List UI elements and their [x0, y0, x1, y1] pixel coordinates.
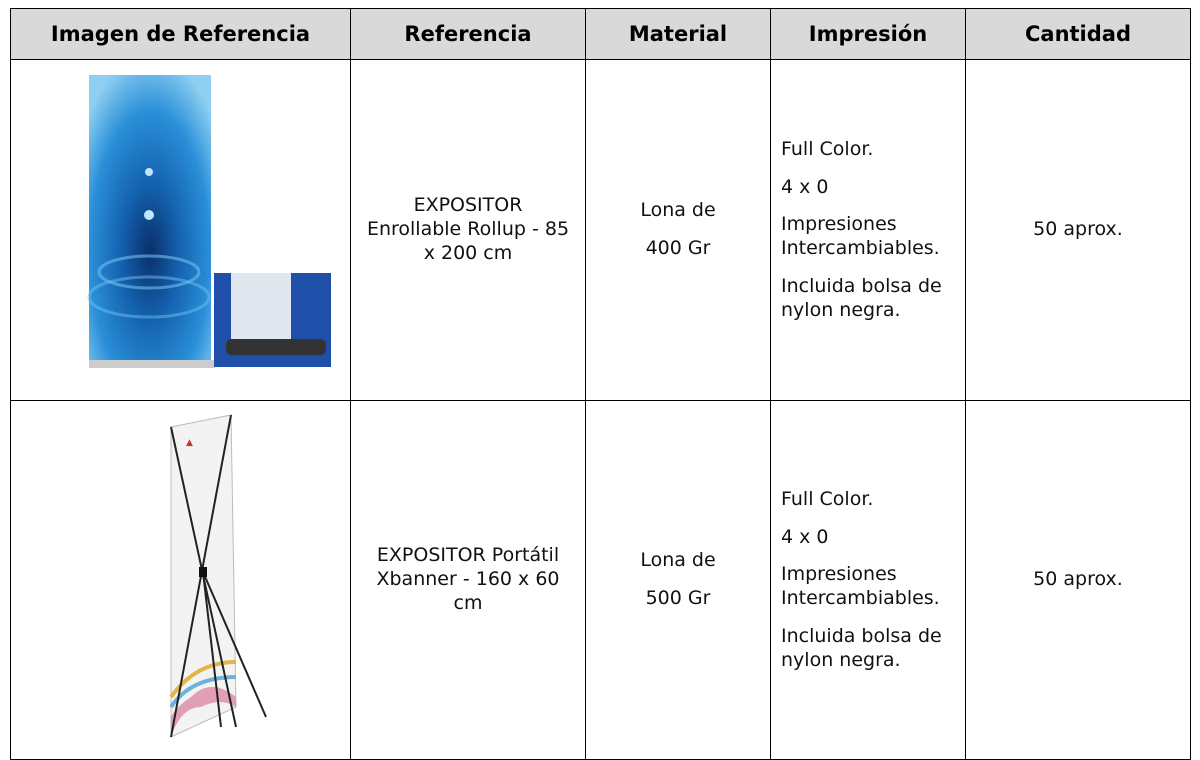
image-cell: [10, 59, 351, 401]
banner-logo: ▲: [186, 438, 193, 448]
header-cell: Impresión: [770, 8, 966, 60]
printing-line: 4 x 0: [781, 175, 829, 198]
printing-line: Incluida bolsa de nylon negra.: [781, 274, 942, 321]
material-line: 500 Gr: [645, 587, 711, 609]
header-row: Imagen de Referencia Referencia Material…: [10, 8, 1191, 60]
row: EXPOSITOR Enrollable Rollup - 85 x 200 c…: [10, 59, 1191, 401]
printing-cell: Full Color. 4 x 0 Impresiones Intercambi…: [770, 59, 966, 401]
product-table: Imagen de Referencia Referencia Material…: [10, 8, 1191, 760]
printing-line: Full Color.: [781, 137, 874, 160]
printing-line: Full Color.: [781, 487, 874, 510]
material-cell: Lona de 400 Gr: [585, 59, 771, 401]
printing-cell: Full Color. 4 x 0 Impresiones Intercambi…: [770, 400, 966, 760]
row: ▲ EXPOSITOR Portátil Xbanner - 160 x 60 …: [10, 400, 1191, 760]
material-cell: Lona de 500 Gr: [585, 400, 771, 760]
header-cell: Cantidad: [965, 8, 1191, 60]
reference-cell: EXPOSITOR Enrollable Rollup - 85 x 200 c…: [350, 59, 586, 401]
material-line: Lona de: [640, 549, 716, 572]
printing-line: Impresiones Intercambiables.: [781, 213, 940, 259]
quantity-cell: 50 aprox.: [965, 59, 1191, 401]
material-line: Lona de: [640, 199, 716, 222]
material-line: 400 Gr: [645, 237, 711, 259]
printing-line: Incluida bolsa de nylon negra.: [781, 624, 942, 671]
printing-line: Impresiones Intercambiables.: [781, 563, 940, 609]
printing-line: 4 x 0: [781, 525, 829, 548]
rollup-image: [87, 74, 332, 368]
header-cell: Material: [585, 8, 771, 60]
image-cell: ▲: [10, 400, 351, 760]
xbanner-image: ▲: [168, 414, 267, 738]
header-cell: Imagen de Referencia: [10, 8, 351, 60]
reference-cell: EXPOSITOR Portátil Xbanner - 160 x 60 cm: [350, 400, 586, 760]
quantity-cell: 50 aprox.: [965, 400, 1191, 760]
header-cell: Referencia: [350, 8, 586, 60]
